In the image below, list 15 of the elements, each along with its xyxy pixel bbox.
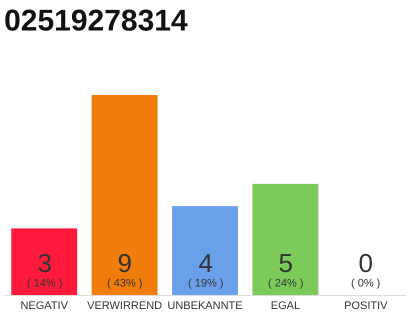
x-tick-label: EGAL [270,300,300,312]
data-label: 9 ( 43% ) [107,248,142,290]
data-label: 4 ( 19% ) [188,248,224,290]
chart-title: 02519278314 [4,4,188,38]
bar [92,95,158,295]
data-label: 3 ( 14% ) [27,248,62,290]
x-tick-label: NEGATIV [20,300,69,312]
x-tick-label: UNBEKANNTE [167,300,243,312]
bar [172,206,238,295]
data-label: 0 ( 0% ) [351,248,380,290]
data-label: 5 ( 24% ) [268,248,304,290]
bar [11,228,78,295]
x-tick-label: VERWIRREND [87,300,162,312]
bar [252,184,318,295]
x-tick-label: POSITIV [344,300,388,312]
